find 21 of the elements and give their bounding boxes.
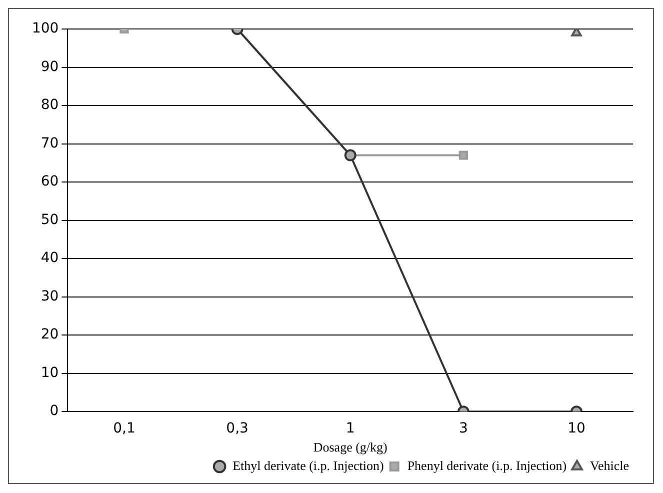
x-tick-label: 10 (568, 420, 586, 437)
x-tick-label: 0,1 (113, 420, 136, 437)
x-axis-title: Dosage (g/kg) (313, 440, 388, 455)
y-tick-label: 80 (40, 97, 59, 114)
x-tick-label: 0,3 (226, 420, 248, 437)
y-tick-label: 50 (40, 212, 59, 228)
y-tick-label: 90 (40, 58, 59, 75)
legend-label: Phenyl derivate (i.p. Injection) (407, 458, 567, 473)
x-tick-label: 1 (346, 420, 355, 437)
x-tick-label: 3 (458, 420, 468, 437)
legend-label: Vehicle (590, 458, 630, 473)
y-tick-label: 100 (32, 20, 59, 37)
point (458, 150, 468, 160)
y-tick-label: 10 (40, 364, 59, 381)
legend-label: Ethyl derivate (i.p. Injection) (232, 458, 384, 473)
y-tick-label: 40 (40, 250, 59, 266)
y-tick-label: 0 (50, 403, 59, 420)
y-tick-label: 30 (40, 288, 59, 304)
y-tick-label: 20 (40, 326, 59, 343)
y-tick-label: 70 (40, 135, 59, 152)
y-tick-label: 60 (40, 174, 59, 190)
